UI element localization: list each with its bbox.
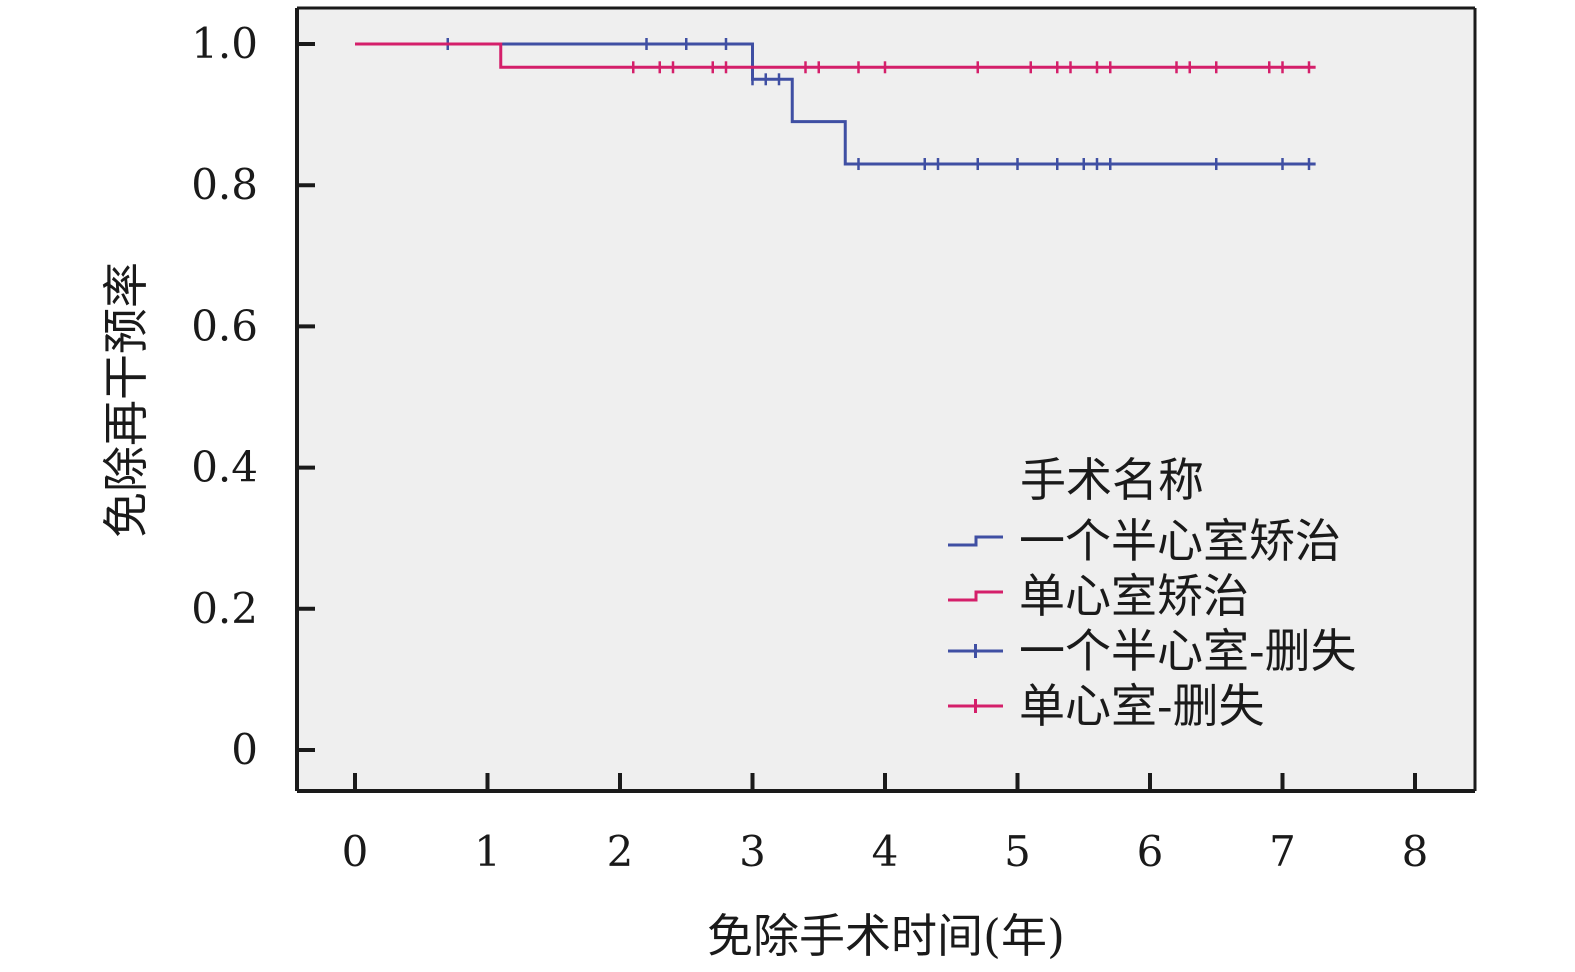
y-ticks: 0 0.2 0.4 0.6 0.8 1.0 xyxy=(191,19,315,774)
x-tick-label: 1 xyxy=(474,827,501,876)
y-tick-label: 0.2 xyxy=(191,584,258,633)
legend-step-symbol xyxy=(948,535,1003,547)
x-tick-label: 8 xyxy=(1402,827,1429,876)
x-tick-label: 2 xyxy=(607,827,634,876)
series-line xyxy=(355,42,1316,166)
legend-label: 一个半心室-删失 xyxy=(1019,624,1357,678)
x-tick-label: 6 xyxy=(1137,827,1164,876)
series-line xyxy=(355,42,1316,69)
x-tick-label: 4 xyxy=(872,827,899,876)
y-axis-title: 免除再干预率 xyxy=(99,262,153,538)
legend-label: 单心室-删失 xyxy=(1019,679,1265,733)
legend-step-symbol xyxy=(948,590,1003,602)
y-tick-label: 0.6 xyxy=(191,301,258,350)
x-tick-label: 0 xyxy=(342,827,369,876)
y-tick-label: 0 xyxy=(231,725,258,774)
legend-label: 一个半心室矫治 xyxy=(1019,514,1341,568)
series-layer xyxy=(355,38,1316,171)
y-tick-label: 0.4 xyxy=(191,443,258,492)
x-tick-label: 5 xyxy=(1004,827,1031,876)
legend-title: 手术名称 xyxy=(1020,453,1204,507)
x-tick-label: 3 xyxy=(739,827,766,876)
plot-area xyxy=(297,8,1475,791)
x-tick-label: 7 xyxy=(1269,827,1296,876)
legend-label: 单心室矫治 xyxy=(1019,569,1249,623)
y-tick-label: 0.8 xyxy=(191,160,258,209)
y-tick-label: 1.0 xyxy=(191,19,258,68)
x-ticks: 0 1 2 3 4 5 6 7 8 xyxy=(342,773,1429,876)
x-axis-title: 免除手术时间(年) xyxy=(707,909,1065,963)
